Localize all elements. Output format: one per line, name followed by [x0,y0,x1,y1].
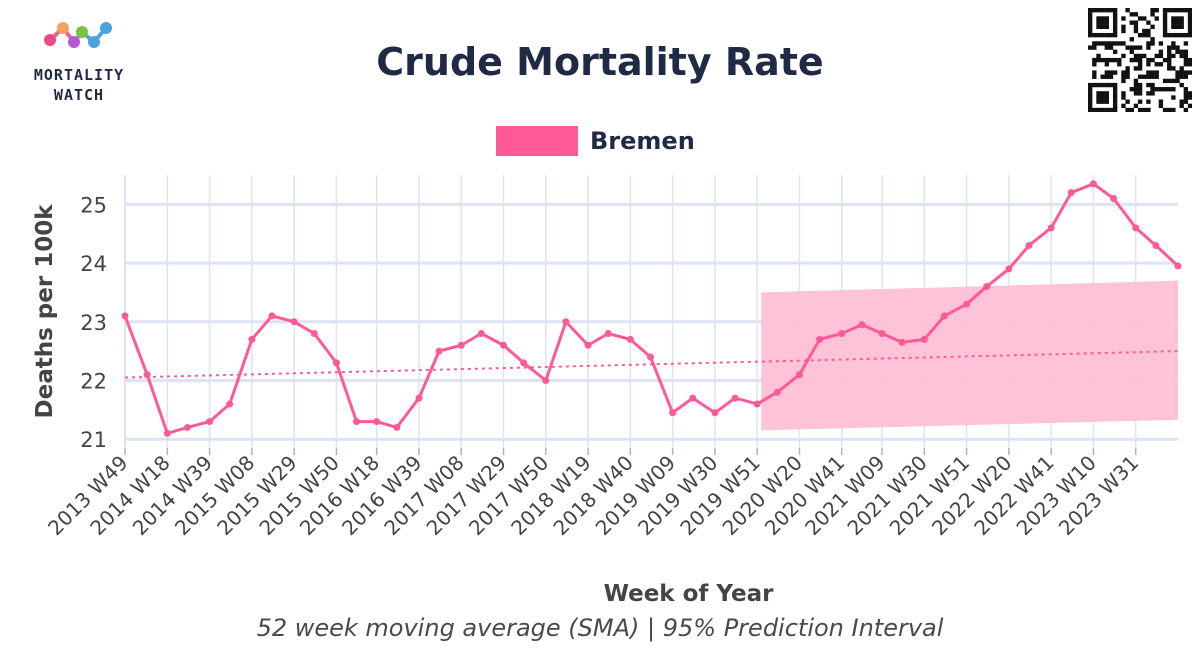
data-point [1067,189,1075,197]
data-point [290,318,298,326]
logo-icon [44,22,112,48]
data-point [206,418,214,426]
y-tick-label: 22 [80,369,107,393]
data-point [773,388,781,396]
chart-title: Crude Mortality Rate [376,40,824,84]
data-point [1152,241,1160,249]
chart-subtitle: 52 week moving average (SMA) | 95% Predi… [256,614,944,642]
data-point [1005,265,1013,273]
data-point [646,353,654,361]
data-point [268,312,276,320]
data-point [816,335,824,343]
data-point [1047,224,1055,232]
data-point [562,318,570,326]
data-point [353,418,361,426]
logo-text-line2: WATCH [53,86,105,104]
data-point [415,394,423,402]
data-point [1025,241,1033,249]
data-point [858,321,866,329]
legend-swatch-bremen [496,126,578,156]
chart-legend: Bremen [496,124,695,158]
data-point [163,429,171,437]
legend-label-bremen: Bremen [590,127,695,155]
y-tick-label: 25 [80,193,107,217]
y-tick-label: 21 [80,428,107,452]
data-point [1174,262,1182,270]
data-point [838,330,846,338]
data-point [393,423,401,431]
data-point [1110,194,1118,202]
qr-code [1088,8,1192,112]
data-point [542,376,550,384]
data-point [248,335,256,343]
data-point [604,330,612,338]
data-point [520,359,528,367]
data-point [373,418,381,426]
data-point [920,335,928,343]
data-point [963,300,971,308]
data-point [183,423,191,431]
data-point [143,371,151,379]
data-point [584,341,592,349]
data-point [711,409,719,417]
data-point [898,338,906,346]
x-axis-title: Week of Year [604,581,775,607]
data-point [1132,224,1140,232]
data-point [332,359,340,367]
series-points-bremen [121,180,1182,437]
data-point [477,330,485,338]
prediction-interval-band [761,280,1178,431]
data-point [121,312,129,320]
y-tick-label: 23 [80,311,107,335]
data-point [753,400,761,408]
data-point [983,283,991,291]
data-point [795,371,803,379]
mortality-watch-logo: MORTALITY WATCH [14,18,144,108]
data-point [626,335,634,343]
data-point [226,400,234,408]
data-point [435,347,443,355]
data-point [940,312,948,320]
data-point [669,409,677,417]
y-axis-title: Deaths per 100k [32,204,58,419]
data-point [689,394,697,402]
data-point [310,330,318,338]
baseline-line [124,350,1179,379]
data-point [500,341,508,349]
y-tick-label: 24 [80,252,107,276]
logo-text-line1: MORTALITY [33,66,125,84]
data-point [457,341,465,349]
data-point [1089,180,1097,188]
data-point [878,330,886,338]
data-point [731,394,739,402]
